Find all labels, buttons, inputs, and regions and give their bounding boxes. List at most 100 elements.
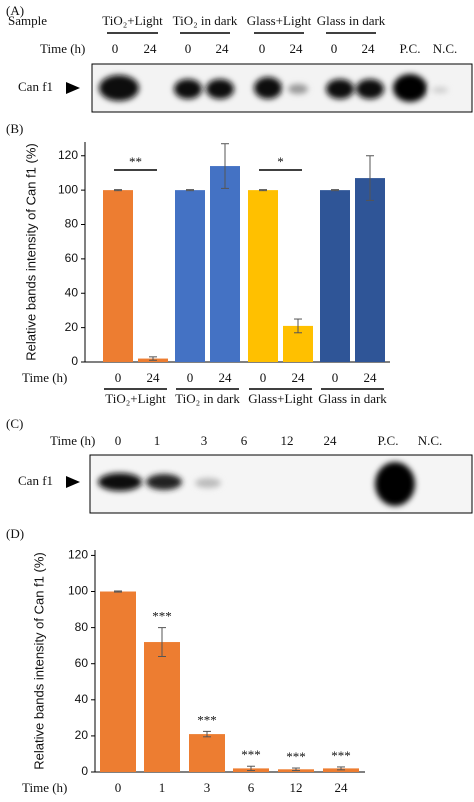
error-bar (203, 730, 211, 738)
y-tick-label: 60 (75, 656, 89, 670)
time-tick-label: 24 (216, 41, 230, 56)
time-tick-label: 24 (362, 41, 376, 56)
time-tick-label: 0 (112, 41, 119, 56)
significance-label: *** (152, 609, 172, 624)
error-bar (292, 767, 300, 772)
band-label: Can f1 (18, 473, 53, 488)
group-label: Glass in dark (318, 391, 387, 406)
y-tick-label: 40 (75, 692, 89, 706)
group-label: TiO₂ in dark (175, 391, 240, 406)
error-bar (247, 765, 255, 772)
y-tick-label: 100 (68, 584, 88, 598)
significance-label: *** (331, 748, 351, 763)
error-bar (158, 627, 166, 657)
bar (248, 190, 278, 362)
y-tick-label: 120 (68, 548, 88, 562)
x-tick-label: 0 (187, 370, 194, 385)
error-bar (294, 318, 302, 334)
error-bar (186, 189, 194, 192)
x-tick-label: 24 (335, 780, 349, 795)
y-tick-label: 80 (65, 217, 79, 231)
bar (103, 190, 133, 362)
time-tick-label: 24 (324, 433, 338, 448)
significance-label: *** (241, 747, 261, 762)
arrow (66, 82, 80, 94)
x-tick-label: 0 (115, 780, 122, 795)
significance-label: * (277, 154, 284, 169)
x-tick-label: 3 (204, 780, 211, 795)
bar (210, 166, 240, 362)
error-bar (114, 189, 122, 192)
time-tick-label: 24 (290, 41, 304, 56)
time-tick-label: 6 (241, 433, 248, 448)
y-tick-label: 100 (58, 182, 78, 196)
x-tick-label: 0 (332, 370, 339, 385)
time-tick-label: 1 (154, 433, 161, 448)
significance-label: *** (197, 712, 217, 727)
group-label: Glass+Light (247, 13, 312, 28)
time-label: Time (h) (40, 41, 85, 56)
y-tick-label: 80 (75, 620, 89, 634)
x-tick-label: 1 (159, 780, 166, 795)
error-bar (259, 189, 267, 192)
y-tick-label: 20 (65, 320, 79, 334)
bar (320, 190, 350, 362)
bar (144, 642, 180, 772)
blot-bands (99, 74, 448, 102)
y-tick-label: 0 (81, 764, 88, 778)
group-label: Glass+Light (248, 391, 313, 406)
control-label: N.C. (433, 41, 458, 56)
panel-label: (D) (6, 526, 24, 541)
x-axis-label: Time (h) (22, 780, 67, 795)
x-tick-label: 6 (248, 780, 255, 795)
error-bar (366, 155, 374, 201)
x-tick-label: 0 (260, 370, 267, 385)
y-tick-label: 40 (65, 285, 79, 299)
time-label: Time (h) (50, 433, 95, 448)
time-tick-label: 0 (331, 41, 338, 56)
group-label: TiO₂+Light (102, 13, 163, 28)
error-bar (337, 766, 345, 771)
x-tick-label: 12 (290, 780, 303, 795)
sample-label: Sample (8, 13, 47, 28)
group-label: Glass in dark (317, 13, 386, 28)
x-tick-label: 0 (115, 370, 122, 385)
panel-label: (B) (6, 121, 23, 136)
y-tick-label: 60 (65, 251, 79, 265)
group-label: TiO₂+Light (105, 391, 166, 406)
x-tick-label: 24 (364, 370, 378, 385)
error-bar (114, 590, 122, 593)
x-tick-label: 24 (219, 370, 233, 385)
y-tick-label: 0 (71, 354, 78, 368)
bar (355, 178, 385, 362)
band-label: Can f1 (18, 79, 53, 94)
control-label: P.C. (400, 41, 421, 56)
time-tick-label: 0 (115, 433, 122, 448)
x-tick-label: 24 (147, 370, 161, 385)
bar (175, 190, 205, 362)
error-bar (221, 143, 229, 189)
time-tick-label: 12 (281, 433, 294, 448)
blot-bands (98, 462, 415, 506)
bar (100, 591, 136, 772)
group-label: TiO₂ in dark (173, 13, 238, 28)
time-tick-label: 0 (259, 41, 266, 56)
time-tick-label: 3 (201, 433, 208, 448)
significance-label: ** (129, 154, 142, 169)
y-axis-label: Relative bands intensity of Can f1 (%) (31, 552, 46, 770)
error-bar (331, 189, 339, 192)
x-tick-label: 24 (292, 370, 306, 385)
y-tick-label: 120 (58, 148, 78, 162)
time-tick-label: 24 (144, 41, 158, 56)
x-axis-label: Time (h) (22, 370, 67, 385)
panel-label: (A) (6, 3, 24, 18)
y-tick-label: 20 (75, 728, 89, 742)
time-tick-label: 0 (185, 41, 192, 56)
significance-label: *** (286, 749, 306, 764)
bar (189, 734, 225, 772)
panel-label: (C) (6, 416, 23, 431)
control-label: P.C. (378, 433, 399, 448)
error-bar (149, 356, 157, 361)
